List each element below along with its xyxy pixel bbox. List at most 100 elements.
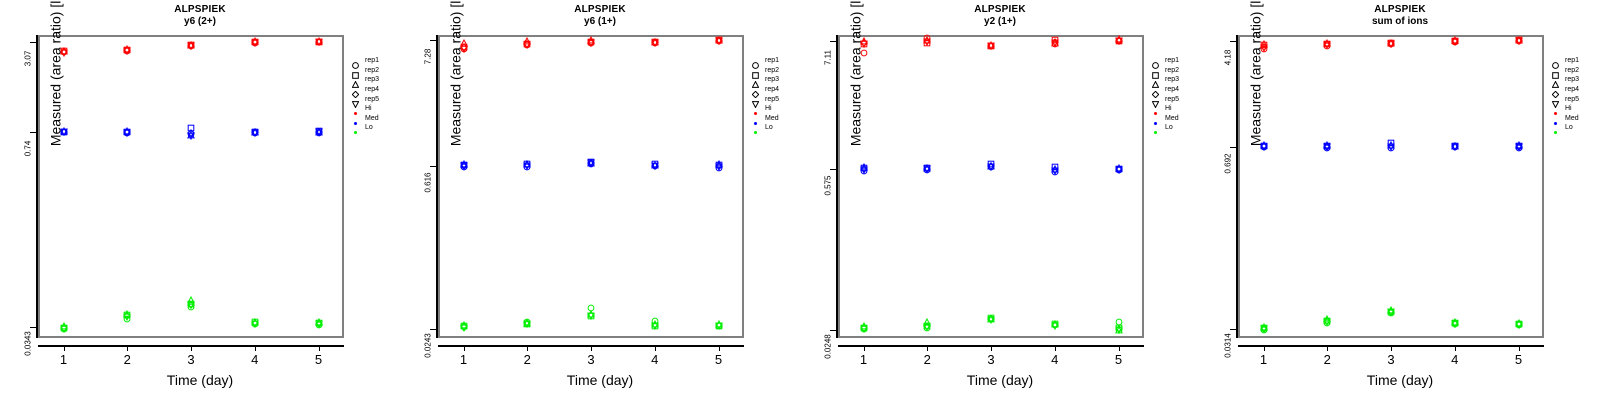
x-axis-tick-label: 3 [187, 352, 195, 367]
square-icon [1552, 66, 1562, 79]
panel-subtitle: y2 (1+) [984, 16, 1016, 27]
dot-icon [1152, 123, 1162, 135]
x-axis-tick-label: 5 [314, 352, 323, 367]
square-icon [752, 66, 762, 79]
data-point-marker [123, 129, 132, 137]
x-axis-tick [591, 345, 592, 351]
triangle-up-icon [1551, 75, 1562, 89]
legend-item-label: rep3 [1565, 76, 1580, 84]
x-axis-tick [1327, 345, 1329, 351]
data-point-marker [923, 323, 932, 331]
data-point-marker [1514, 35, 1523, 44]
data-point-marker [459, 162, 468, 171]
panel-title: ALPSPIEK [974, 4, 1026, 15]
legend-item-label: rep5 [1165, 95, 1180, 103]
data-point-marker [987, 41, 995, 49]
legend-item: Hi [1552, 104, 1600, 116]
panel-title-block: ALPSPIEK sum of ions [1200, 4, 1600, 28]
triangle-up-icon [351, 75, 362, 89]
legend-item-label: Hi [1165, 105, 1172, 113]
data-point-marker [987, 316, 995, 324]
legend-item: rep5 [1151, 94, 1200, 109]
dot-icon [752, 114, 762, 125]
chart-panel-2: ALPSPIEK y6 (1+) 7.28 0.616 0.0243 Measured (… [400, 0, 800, 400]
data-point-marker [187, 301, 195, 310]
dot-icon [1552, 123, 1562, 135]
legend-item: rep5 [351, 94, 400, 109]
panel-title: ALPSPIEK [574, 4, 626, 15]
y-axis-tick [430, 40, 437, 42]
data-point-marker [59, 128, 68, 137]
legend-item: Lo [352, 123, 400, 135]
legend-item-label: rep2 [1565, 66, 1580, 74]
data-point-marker [860, 49, 867, 57]
y-axis-tick-label: 0.74 [23, 140, 33, 157]
legend-item: rep2 [1152, 66, 1200, 79]
legend-item-label: Lo [365, 124, 373, 132]
legend-item-label: rep4 [765, 86, 780, 94]
plot-area [1238, 35, 1544, 338]
y-axis-label-wrap: Measured (area ratio) [log-scale] [46, 0, 66, 197]
data-point-marker [1050, 39, 1059, 48]
legend-item: rep2 [1552, 66, 1600, 79]
data-point-marker [123, 315, 131, 323]
data-point-marker [314, 128, 323, 137]
x-axis-tick-label: 3 [1387, 352, 1395, 367]
legend-item-label: rep5 [1565, 95, 1580, 103]
dot-icon [1152, 114, 1162, 125]
x-axis-label: Time (day) [966, 372, 1034, 388]
x-axis-tick [191, 345, 192, 351]
square-icon [1152, 66, 1162, 79]
legend-item: rep1 [1552, 56, 1600, 70]
y-axis-label-wrap: Measured (area ratio) [log-scale] [1246, 0, 1266, 197]
x-axis-tick [463, 345, 465, 351]
data-point-marker [1114, 166, 1123, 174]
panel-subtitle: y6 (2+) [184, 16, 216, 27]
panel-subtitle: y6 (1+) [584, 16, 616, 27]
data-point-marker [1114, 37, 1123, 46]
x-axis-tick [1518, 345, 1520, 351]
triangle-up-icon [1151, 75, 1162, 89]
legend-item-label: Hi [765, 105, 772, 113]
data-point-marker [459, 45, 468, 53]
data-point-marker [314, 320, 323, 329]
data-point-marker [1514, 143, 1523, 152]
triangle-down-icon [1151, 95, 1162, 109]
legend-item: rep1 [1152, 56, 1200, 70]
legend-item-label: rep4 [1565, 86, 1580, 94]
data-point-marker [1323, 143, 1332, 152]
y-axis-tick-label: 0.0314 [1223, 332, 1233, 358]
x-axis-tick-label: 1 [859, 352, 868, 367]
x-axis-tick-label: 5 [1514, 352, 1523, 367]
circle-icon [752, 56, 762, 70]
data-point-marker [587, 159, 595, 168]
x-axis-tick-label: 3 [987, 352, 995, 367]
y-axis-line [1236, 35, 1238, 338]
data-point-marker [1323, 318, 1332, 326]
data-point-marker [59, 49, 68, 57]
x-axis-tick-label: 4 [1451, 352, 1459, 367]
x-axis-tick [1118, 345, 1120, 351]
plot-area [838, 35, 1144, 338]
legend-item: Med [1152, 114, 1200, 125]
data-point-marker [250, 127, 259, 135]
legend-item-label: Hi [365, 105, 372, 113]
legend-item-label: rep1 [765, 57, 780, 65]
y-axis-label: Measured (area ratio) [log-scale] [847, 0, 864, 147]
data-point-marker [587, 312, 595, 321]
y-axis-tick-label: 0.575 [823, 175, 833, 196]
legend-item: rep2 [752, 66, 800, 79]
data-point-marker [314, 38, 323, 46]
data-point-marker [587, 39, 595, 48]
data-point-marker [523, 41, 532, 49]
triangle-down-icon [351, 95, 362, 109]
panel-subtitle: sum of ions [1371, 16, 1429, 27]
data-point-marker [187, 124, 195, 132]
x-axis-tick [991, 345, 992, 351]
diamond-icon [751, 85, 762, 99]
data-point-marker [1387, 40, 1395, 48]
data-point-marker [714, 163, 723, 171]
x-axis-tick [927, 345, 929, 351]
data-point-marker [1450, 320, 1459, 329]
